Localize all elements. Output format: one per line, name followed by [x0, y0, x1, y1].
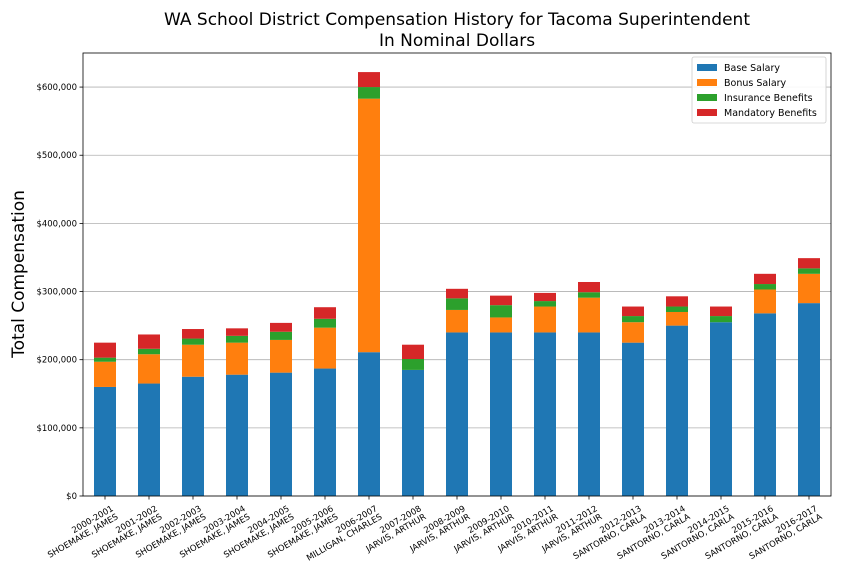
- bar-segment-bonus-salary: [138, 354, 160, 384]
- bar-segment-insurance-benefits: [446, 298, 468, 310]
- bar-segment-bonus-salary: [314, 327, 336, 369]
- bar-segment-mandatory-benefits: [666, 296, 688, 307]
- bar-segment-mandatory-benefits: [710, 306, 732, 317]
- y-tick-label: $400,000: [36, 219, 77, 229]
- bar-segment-base-salary: [358, 352, 380, 496]
- bar-segment-base-salary: [578, 332, 600, 496]
- bar-segment-mandatory-benefits: [314, 307, 336, 319]
- bar-segment-mandatory-benefits: [182, 329, 204, 339]
- bar-segment-mandatory-benefits: [358, 72, 380, 88]
- bar-segment-insurance-benefits: [314, 318, 336, 328]
- bar-segment-base-salary: [314, 368, 336, 496]
- y-tick-label: $300,000: [36, 288, 77, 298]
- bar-segment-bonus-salary: [666, 311, 688, 326]
- y-tick-label: $100,000: [36, 424, 77, 434]
- legend-swatch: [697, 64, 717, 71]
- legend-swatch: [697, 109, 717, 116]
- bar-segment-base-salary: [534, 332, 556, 496]
- bar-segment-mandatory-benefits: [226, 328, 248, 336]
- bar-segment-bonus-salary: [182, 344, 204, 377]
- legend: Base Salary Bonus Salary Insurance Benefit…: [691, 56, 827, 124]
- bar-segment-mandatory-benefits: [754, 273, 776, 285]
- bar-segment-base-salary: [226, 374, 248, 496]
- bar-segment-base-salary: [490, 332, 512, 496]
- bar-segment-bonus-salary: [358, 98, 380, 353]
- bar-segment-base-salary: [798, 303, 820, 496]
- bar-segment-mandatory-benefits: [270, 322, 292, 332]
- y-axis-label: Total Compensation: [9, 190, 29, 359]
- bar-segment-bonus-salary: [534, 306, 556, 333]
- bars: [94, 72, 820, 496]
- bar-segment-mandatory-benefits: [446, 288, 468, 299]
- bar-segment-insurance-benefits: [358, 87, 380, 99]
- bar-segment-insurance-benefits: [754, 284, 776, 290]
- bar-segment-bonus-salary: [94, 361, 116, 387]
- bar-segment-insurance-benefits: [666, 306, 688, 312]
- bar-segment-insurance-benefits: [578, 292, 600, 298]
- legend-label: Base Salary: [724, 63, 780, 74]
- bar-segment-insurance-benefits: [534, 301, 556, 307]
- bar-segment-bonus-salary: [226, 342, 248, 375]
- y-tick-label: $200,000: [36, 356, 77, 366]
- bar-segment-base-salary: [138, 383, 160, 496]
- bar-segment-mandatory-benefits: [578, 281, 600, 293]
- y-tick-label: $600,000: [36, 83, 77, 93]
- bar-segment-base-salary: [402, 369, 424, 496]
- bar-segment-insurance-benefits: [798, 268, 820, 274]
- legend-label: Mandatory Benefits: [724, 108, 817, 119]
- bar-segment-bonus-salary: [446, 309, 468, 333]
- bar-segment-mandatory-benefits: [490, 295, 512, 306]
- y-tick-label: $500,000: [36, 151, 77, 161]
- bar-segment-bonus-salary: [798, 273, 820, 304]
- bar-segment-bonus-salary: [490, 317, 512, 333]
- bar-segment-base-salary: [666, 325, 688, 496]
- axes: [79, 52, 832, 500]
- bar-segment-bonus-salary: [578, 297, 600, 333]
- bar-segment-bonus-salary: [270, 339, 292, 373]
- bar-segment-bonus-salary: [622, 322, 644, 343]
- bar-segment-bonus-salary: [754, 289, 776, 314]
- bar-segment-mandatory-benefits: [798, 258, 820, 269]
- bar-segment-insurance-benefits: [138, 348, 160, 355]
- bar-segment-mandatory-benefits: [94, 342, 116, 358]
- bar-segment-insurance-benefits: [182, 338, 204, 345]
- bar-segment-insurance-benefits: [94, 357, 116, 362]
- bar-segment-base-salary: [622, 342, 644, 496]
- bar-segment-insurance-benefits: [226, 335, 248, 343]
- legend-swatch: [697, 79, 717, 86]
- bar-segment-base-salary: [754, 313, 776, 496]
- bar-segment-base-salary: [270, 372, 292, 496]
- legend-label: Bonus Salary: [724, 78, 787, 89]
- bar-segment-mandatory-benefits: [622, 306, 644, 317]
- bar-segment-insurance-benefits: [270, 331, 292, 340]
- bar-segment-mandatory-benefits: [138, 334, 160, 349]
- plot-frame: [82, 52, 832, 497]
- legend-swatch: [697, 94, 717, 101]
- bar-segment-mandatory-benefits: [534, 292, 556, 302]
- y-tick-label: $0: [66, 492, 77, 502]
- bar-segment-base-salary: [446, 332, 468, 496]
- bar-segment-insurance-benefits: [402, 359, 424, 370]
- chart-title-line-2: In Nominal Dollars: [379, 31, 535, 51]
- bar-segment-base-salary: [182, 376, 204, 496]
- bar-segment-insurance-benefits: [490, 305, 512, 318]
- legend-label: Insurance Benefits: [724, 93, 813, 104]
- legend-box: [691, 56, 827, 124]
- bar-segment-base-salary: [94, 386, 116, 496]
- bar-segment-base-salary: [710, 322, 732, 496]
- chart-title-line-1: WA School District Compensation History …: [164, 10, 750, 30]
- bar-segment-mandatory-benefits: [402, 344, 424, 360]
- bar-segment-insurance-benefits: [622, 316, 644, 323]
- bar-segment-insurance-benefits: [710, 316, 732, 323]
